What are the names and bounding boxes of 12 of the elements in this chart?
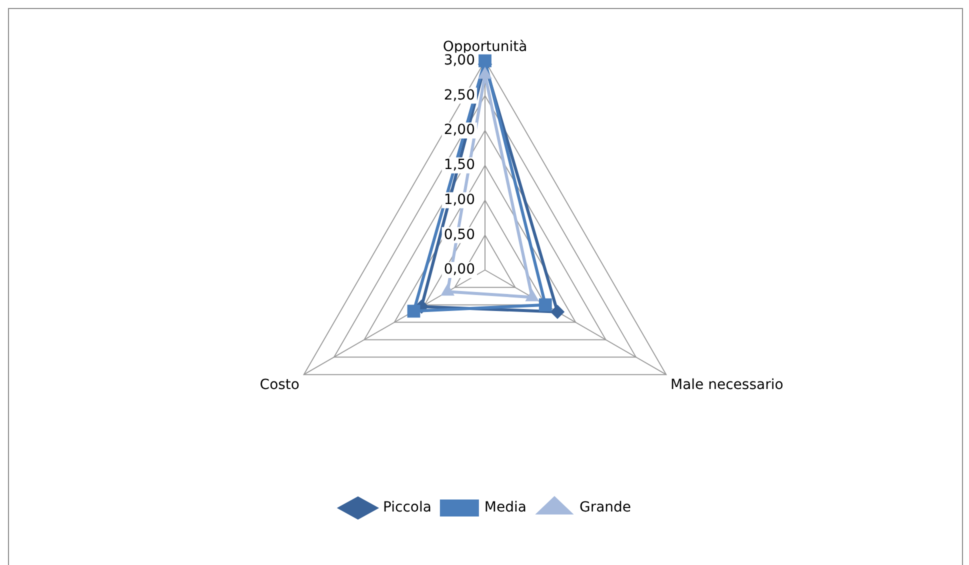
legend-label: Piccola	[382, 500, 432, 516]
y-tick-label: 0,00	[444, 262, 475, 278]
spoke-label: Male necessario	[670, 377, 784, 394]
y-tick-label: 1,00	[444, 192, 475, 208]
legend-label: Grande	[579, 500, 632, 516]
y-tick-label: 2,00	[444, 122, 475, 138]
legend-label: Media	[484, 500, 526, 516]
y-tick-label: 0,50	[444, 226, 475, 243]
y-tick-label: 3,00	[444, 52, 475, 68]
y-tick-label: 2,50	[444, 87, 475, 104]
spoke-label: Costo	[260, 377, 300, 394]
y-tick-label: 1,50	[444, 157, 475, 174]
